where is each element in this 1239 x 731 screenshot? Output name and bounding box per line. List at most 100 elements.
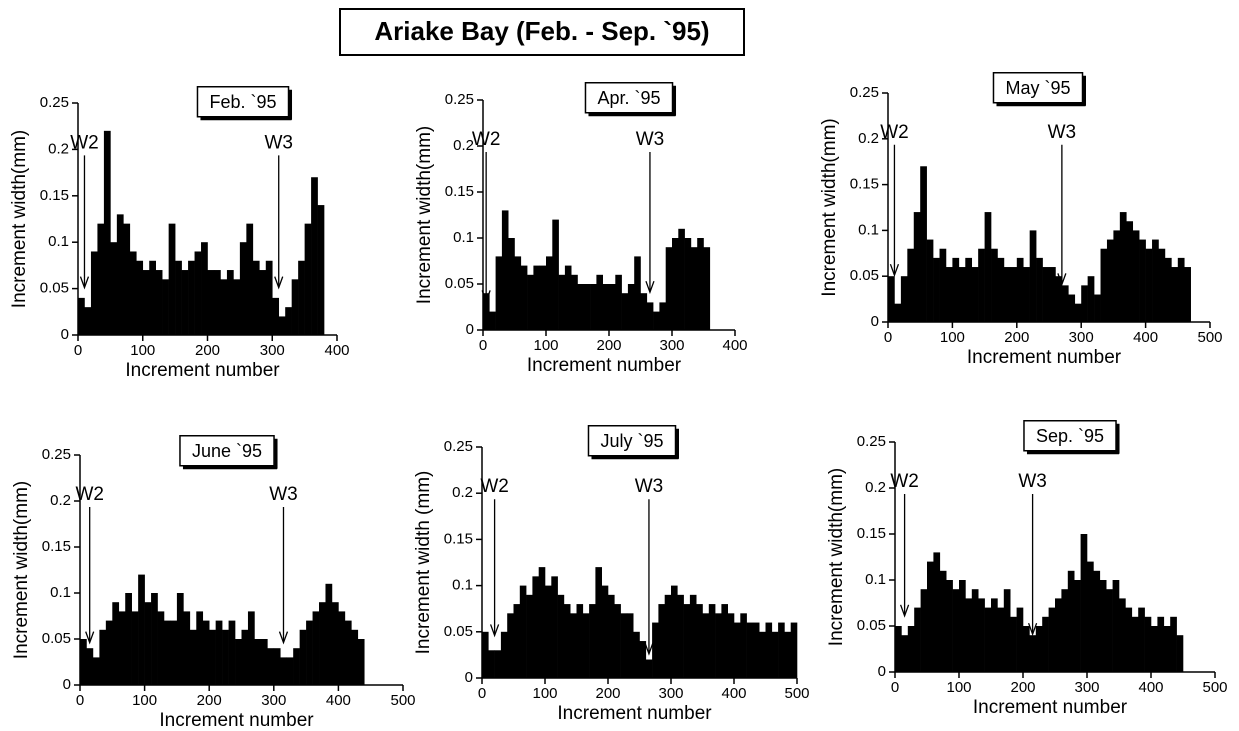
bar [563,604,571,678]
y-tick-label: 0.2 [453,137,474,154]
x-axis-label: Increment number [967,347,1122,368]
bar [1042,616,1049,672]
bar [677,594,684,678]
bar [978,248,985,322]
bar [689,594,697,678]
bar [209,629,216,685]
bar [183,611,191,685]
x-tick-label: 500 [390,692,415,709]
bar [1112,580,1120,672]
title-box [339,8,745,56]
bar [927,561,934,672]
annotation-label: W2 [70,132,99,153]
bar [608,594,615,678]
bar [759,631,766,678]
bar [978,598,985,672]
x-tick-label: 400 [722,337,747,354]
bar [1138,607,1145,672]
x-axis-label: Increment number [527,355,682,376]
bar [1184,267,1191,322]
bar [99,629,107,685]
bar [626,613,634,678]
y-axis-label: Increment width(mm) [11,481,32,659]
panel-title-box [587,425,677,457]
bar [933,257,940,322]
bar [1055,276,1063,322]
bar [538,567,546,678]
bar [92,657,100,685]
bar [665,247,673,330]
bar [312,611,320,685]
bar [564,265,572,330]
y-tick-label: 0 [61,326,69,343]
bar [684,238,692,330]
x-tick-label: 200 [595,685,620,702]
bar [325,583,333,685]
bar [620,613,628,678]
bar [997,607,1005,672]
bar [196,611,204,685]
bar [765,622,773,678]
y-tick-label: 0.15 [857,525,886,542]
y-tick-label: 0.15 [445,183,474,200]
bar [589,604,596,678]
bar [596,274,603,330]
x-tick-label: 100 [940,329,965,346]
bar [105,620,113,685]
x-tick-label: 0 [884,329,892,346]
bar [1055,598,1062,672]
x-tick-label: 100 [532,685,557,702]
bar [659,302,666,330]
panel-title-box [1023,420,1117,452]
x-tick-label: 0 [478,685,486,702]
y-tick-label: 0.05 [445,275,474,292]
bar [1074,580,1081,672]
bar [246,223,254,335]
bar [590,284,597,330]
bar [1164,257,1172,322]
bar [285,307,292,335]
bar [514,256,522,330]
y-tick-label: 0.2 [48,140,69,157]
bar [984,212,992,322]
bar [1023,626,1030,672]
bar [175,260,182,335]
bar [317,205,325,335]
bar [116,214,124,335]
bar [784,631,791,678]
bar [595,567,602,678]
bar [658,604,665,678]
bar [1061,285,1069,322]
annotation-label: W2 [890,471,919,492]
x-axis-label: Increment number [557,703,712,724]
y-tick-label: 0.25 [40,94,69,111]
bar [194,251,202,335]
y-tick-label: 0.2 [452,484,473,501]
bar [188,260,195,335]
bar [959,580,966,672]
y-tick-label: 0.15 [850,176,879,193]
panel-title: Feb. `95 [209,92,276,112]
y-tick-label: 0.1 [50,584,71,601]
annotation-arrowhead [899,604,910,618]
bar [946,580,953,672]
bar [557,594,565,678]
bar [123,223,131,335]
bar [991,248,998,322]
y-tick-label: 0.2 [865,479,886,496]
bar [220,279,228,335]
bar [727,613,735,678]
bar [715,613,722,678]
y-tick-label: 0.2 [50,492,71,509]
bar [1152,239,1159,322]
x-tick-label: 300 [1069,329,1094,346]
bar [272,297,280,335]
annotation-arrowhead [489,624,500,638]
bar [1177,257,1185,322]
bar [489,311,496,330]
bar [621,293,629,330]
bar [1125,607,1133,672]
bar [1010,616,1017,672]
bar [614,604,621,678]
bar [235,639,242,685]
